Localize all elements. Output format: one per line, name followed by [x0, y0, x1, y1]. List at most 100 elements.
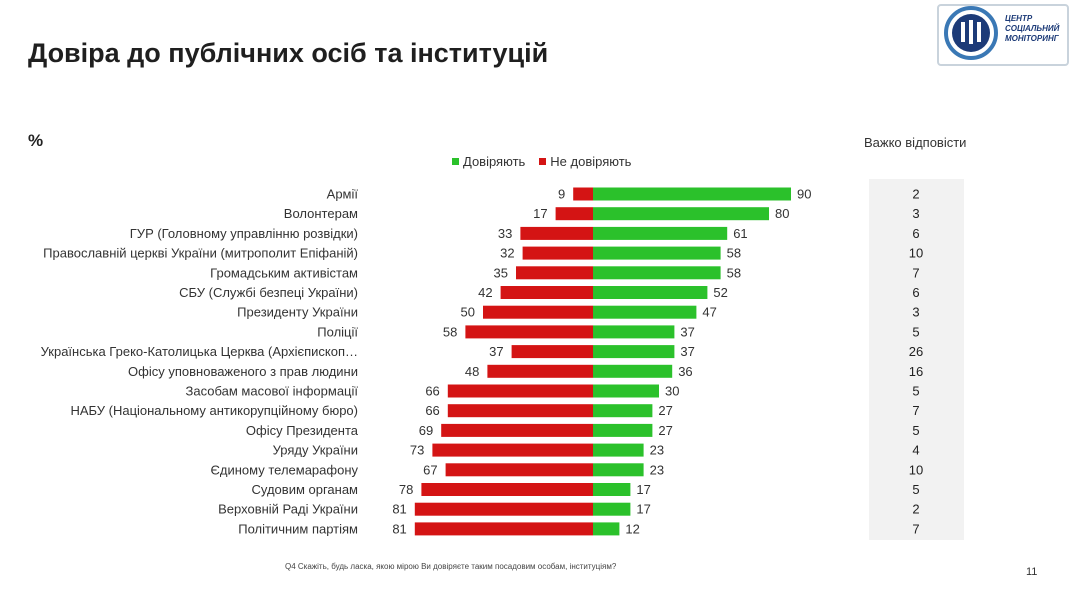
data-label-trust: 37 — [680, 324, 694, 339]
logo-text: ЦЕНТР СОЦІАЛЬНИЙ МОНІТОРИНГ — [1005, 14, 1059, 44]
bar-trust — [593, 384, 659, 398]
bar-distrust — [447, 384, 593, 398]
bar-distrust — [522, 246, 593, 260]
hard-to-say-value: 3 — [912, 305, 919, 320]
category-label: Православній церкві України (митрополит … — [43, 246, 358, 261]
category-label: Волонтерам — [284, 206, 358, 221]
data-label-trust: 30 — [665, 384, 679, 399]
bar-trust — [593, 187, 791, 201]
hard-to-say-value: 5 — [912, 324, 919, 339]
category-label: Українська Греко-Католицька Церква (Архі… — [41, 344, 358, 359]
category-label: НАБУ (Національному антикорупційному бюр… — [70, 403, 358, 418]
unit-label: % — [28, 131, 44, 150]
hard-to-say-value: 3 — [912, 206, 919, 221]
data-label-distrust: 81 — [392, 521, 406, 536]
category-label: СБУ (Службі безпеці України) — [179, 285, 358, 300]
bar-trust — [593, 345, 675, 359]
data-label-trust: 90 — [797, 187, 811, 202]
hard-to-say-value: 7 — [912, 403, 919, 418]
category-label: Поліції — [317, 324, 358, 339]
data-label-distrust: 50 — [461, 305, 475, 320]
category-label: Офісу уповноваженого з прав людини — [128, 364, 358, 379]
hard-to-say-value: 7 — [912, 265, 919, 280]
category-label: Єдиному телемарафону — [211, 462, 359, 477]
data-label-trust: 27 — [658, 423, 672, 438]
hard-to-say-value: 10 — [909, 246, 923, 261]
data-label-trust: 23 — [650, 462, 664, 477]
data-label-trust: 12 — [625, 521, 639, 536]
data-label-trust: 80 — [775, 206, 789, 221]
bar-trust — [593, 443, 644, 457]
data-label-trust: 58 — [727, 265, 741, 280]
bar-trust — [593, 325, 675, 339]
bar-distrust — [500, 286, 593, 299]
category-label: Громадським активістам — [210, 265, 358, 280]
legend-label-distrust: Не довіряють — [550, 154, 632, 169]
bar-trust — [593, 286, 708, 299]
data-label-distrust: 69 — [419, 423, 433, 438]
data-label-trust: 17 — [636, 482, 650, 497]
bar-distrust — [445, 463, 593, 477]
hard-to-say-value: 10 — [909, 462, 923, 477]
category-label: Президенту України — [237, 305, 358, 320]
bar-trust — [593, 522, 620, 536]
hard-to-say-value: 6 — [912, 285, 919, 300]
bar-trust — [593, 364, 673, 378]
bar-trust — [593, 207, 769, 221]
bar-distrust — [421, 483, 593, 496]
bar-distrust — [487, 364, 593, 378]
logo-line: СОЦІАЛЬНИЙ — [1005, 24, 1060, 33]
hard-to-say-header: Важко відповісти — [864, 135, 967, 150]
page-title: Довіра до публічних осіб та інституцій — [28, 38, 549, 68]
data-label-trust: 61 — [733, 226, 747, 241]
data-label-distrust: 35 — [494, 265, 508, 280]
hard-to-say-value: 5 — [912, 384, 919, 399]
data-label-trust: 52 — [713, 285, 727, 300]
bar-trust — [593, 502, 631, 516]
category-label: Судовим органам — [252, 482, 359, 497]
data-label-distrust: 42 — [478, 285, 492, 300]
data-label-trust: 17 — [636, 502, 650, 517]
data-label-distrust: 73 — [410, 443, 424, 458]
data-label-distrust: 37 — [489, 344, 503, 359]
category-label: Засобам масової інформації — [186, 384, 359, 399]
bar-distrust — [414, 502, 593, 516]
bar-distrust — [555, 207, 593, 221]
hard-to-say-value: 7 — [912, 521, 919, 536]
bar-distrust — [465, 325, 593, 339]
logo-line: ЦЕНТР — [1005, 14, 1033, 23]
legend-label-trust: Довіряють — [463, 154, 526, 169]
hard-to-say-value: 2 — [912, 187, 919, 202]
bar-distrust — [432, 443, 593, 457]
hard-to-say-value: 26 — [909, 344, 923, 359]
legend-swatch-trust — [452, 158, 459, 165]
category-label: Офісу Президента — [246, 423, 359, 438]
legend-swatch-distrust — [539, 158, 547, 165]
bar-distrust — [483, 305, 593, 319]
bar-trust — [593, 483, 631, 496]
bar-distrust — [573, 187, 593, 201]
bar-distrust — [520, 226, 593, 240]
data-label-trust: 36 — [678, 364, 692, 379]
data-label-distrust: 48 — [465, 364, 479, 379]
category-label: ГУР (Головному управлінню розвідки) — [130, 226, 358, 241]
category-label: Верховній Раді України — [218, 502, 358, 517]
hard-to-say-column — [869, 179, 964, 540]
bar-distrust — [516, 266, 593, 280]
bar-trust — [593, 305, 697, 319]
bar-distrust — [447, 404, 593, 418]
hard-to-say-value: 6 — [912, 226, 919, 241]
legend-item-trust: Довіряють — [452, 154, 525, 169]
organization-logo: ЦЕНТР СОЦІАЛЬНИЙ МОНІТОРИНГ — [937, 4, 1069, 66]
category-label: Армії — [327, 187, 359, 202]
data-label-trust: 47 — [702, 305, 716, 320]
category-label: Політичним партіям — [238, 521, 358, 536]
data-label-distrust: 17 — [533, 206, 547, 221]
data-label-distrust: 81 — [392, 502, 406, 517]
data-label-distrust: 32 — [500, 246, 514, 261]
bar-distrust — [441, 423, 593, 437]
bar-trust — [593, 463, 644, 477]
data-label-distrust: 58 — [443, 324, 457, 339]
hard-to-say-value: 5 — [912, 423, 919, 438]
